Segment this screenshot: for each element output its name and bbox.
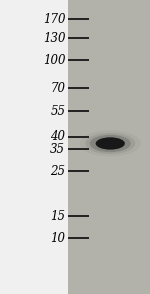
- Ellipse shape: [90, 135, 131, 152]
- Text: 25: 25: [50, 165, 65, 178]
- Bar: [68, 0, 150, 294]
- Text: 170: 170: [43, 13, 65, 26]
- Text: 35: 35: [50, 143, 65, 156]
- Text: 70: 70: [50, 82, 65, 95]
- Text: 100: 100: [43, 54, 65, 67]
- Text: 15: 15: [50, 210, 65, 223]
- Text: 10: 10: [50, 232, 65, 245]
- Ellipse shape: [80, 131, 141, 156]
- Text: 40: 40: [50, 130, 65, 143]
- Text: 130: 130: [43, 32, 65, 45]
- Ellipse shape: [85, 133, 135, 154]
- Text: 55: 55: [50, 105, 65, 118]
- Ellipse shape: [96, 137, 125, 150]
